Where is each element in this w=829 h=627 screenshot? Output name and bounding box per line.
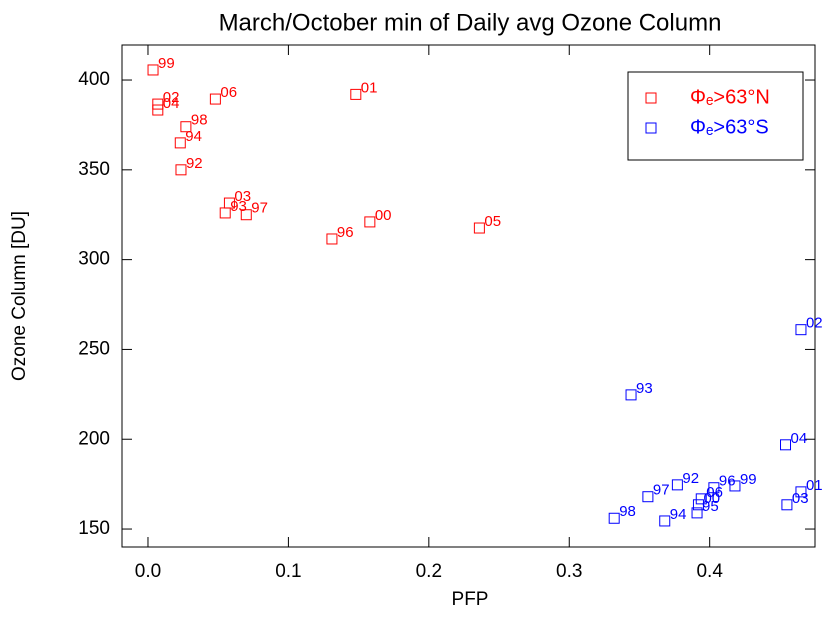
point-label: 06 [220,84,237,101]
x-tick-label: 0.3 [556,561,582,582]
y-tick-label: 400 [78,69,110,90]
point [219,207,231,219]
point-label: 99 [740,471,757,488]
legend-label: Φₑ>63°S [690,116,769,138]
point-label: 95 [702,498,719,515]
legend-marker [645,122,657,134]
point [659,515,671,527]
point [174,137,186,149]
point-label: 98 [191,112,208,129]
x-axis-label: PFP [452,589,489,610]
point-label: 04 [791,430,808,447]
point [240,209,252,221]
point [152,98,164,110]
point-label: 92 [682,470,699,487]
point [729,480,741,492]
y-tick-label: 250 [78,338,110,359]
point [708,482,720,494]
legend-marker [645,92,657,104]
y-tick-label: 350 [78,159,110,180]
point [364,216,376,228]
y-tick-label: 150 [78,518,110,539]
point [795,324,807,336]
point [781,499,793,511]
point-label: 93 [636,380,653,397]
point-label: 06 [706,484,723,501]
point-label: 00 [375,207,392,224]
x-tick-label: 0.2 [416,561,442,582]
x-tick-label: 0.4 [696,561,723,582]
point-label: 05 [484,213,501,230]
legend-label: Φₑ>63°N [690,86,770,108]
point [780,439,792,451]
point [147,64,159,76]
point-label: 98 [619,503,636,520]
point [692,499,704,511]
x-tick-label: 0.1 [275,561,301,582]
point [209,93,221,105]
point [671,479,683,491]
point-label: 97 [251,200,268,217]
point-label: 03 [234,188,251,205]
point [642,491,654,503]
point [691,507,703,519]
chart-title: March/October min of Daily avg Ozone Col… [219,9,722,36]
point [152,104,164,116]
point-label: 93 [230,198,247,215]
point-label: 94 [185,128,202,145]
y-tick-label: 300 [78,249,110,270]
point-label: 92 [186,155,203,172]
plot-frame [121,44,816,548]
point-label: 96 [337,224,354,241]
point-label: 99 [158,55,175,72]
point-label: 97 [653,482,670,499]
point-label: 96 [719,473,736,490]
point [180,121,192,133]
y-tick-label: 200 [78,428,110,449]
point-label: 00 [703,490,720,507]
point-label: 01 [361,79,378,96]
point-label: 02 [163,89,180,106]
point-label: 01 [806,477,823,494]
point [625,389,637,401]
point-label: 94 [670,506,687,523]
point-label: 03 [792,490,809,507]
legend-box [627,71,804,161]
point-label: 04 [163,95,180,112]
point [326,233,338,245]
x-tick-label: 0.0 [135,561,161,582]
y-axis-label: Ozone Column [DU] [9,211,30,381]
point [175,164,187,176]
point-label: 02 [806,315,823,332]
point [695,493,707,505]
point [473,222,485,234]
point [608,512,620,524]
point [350,88,362,100]
point [795,486,807,498]
